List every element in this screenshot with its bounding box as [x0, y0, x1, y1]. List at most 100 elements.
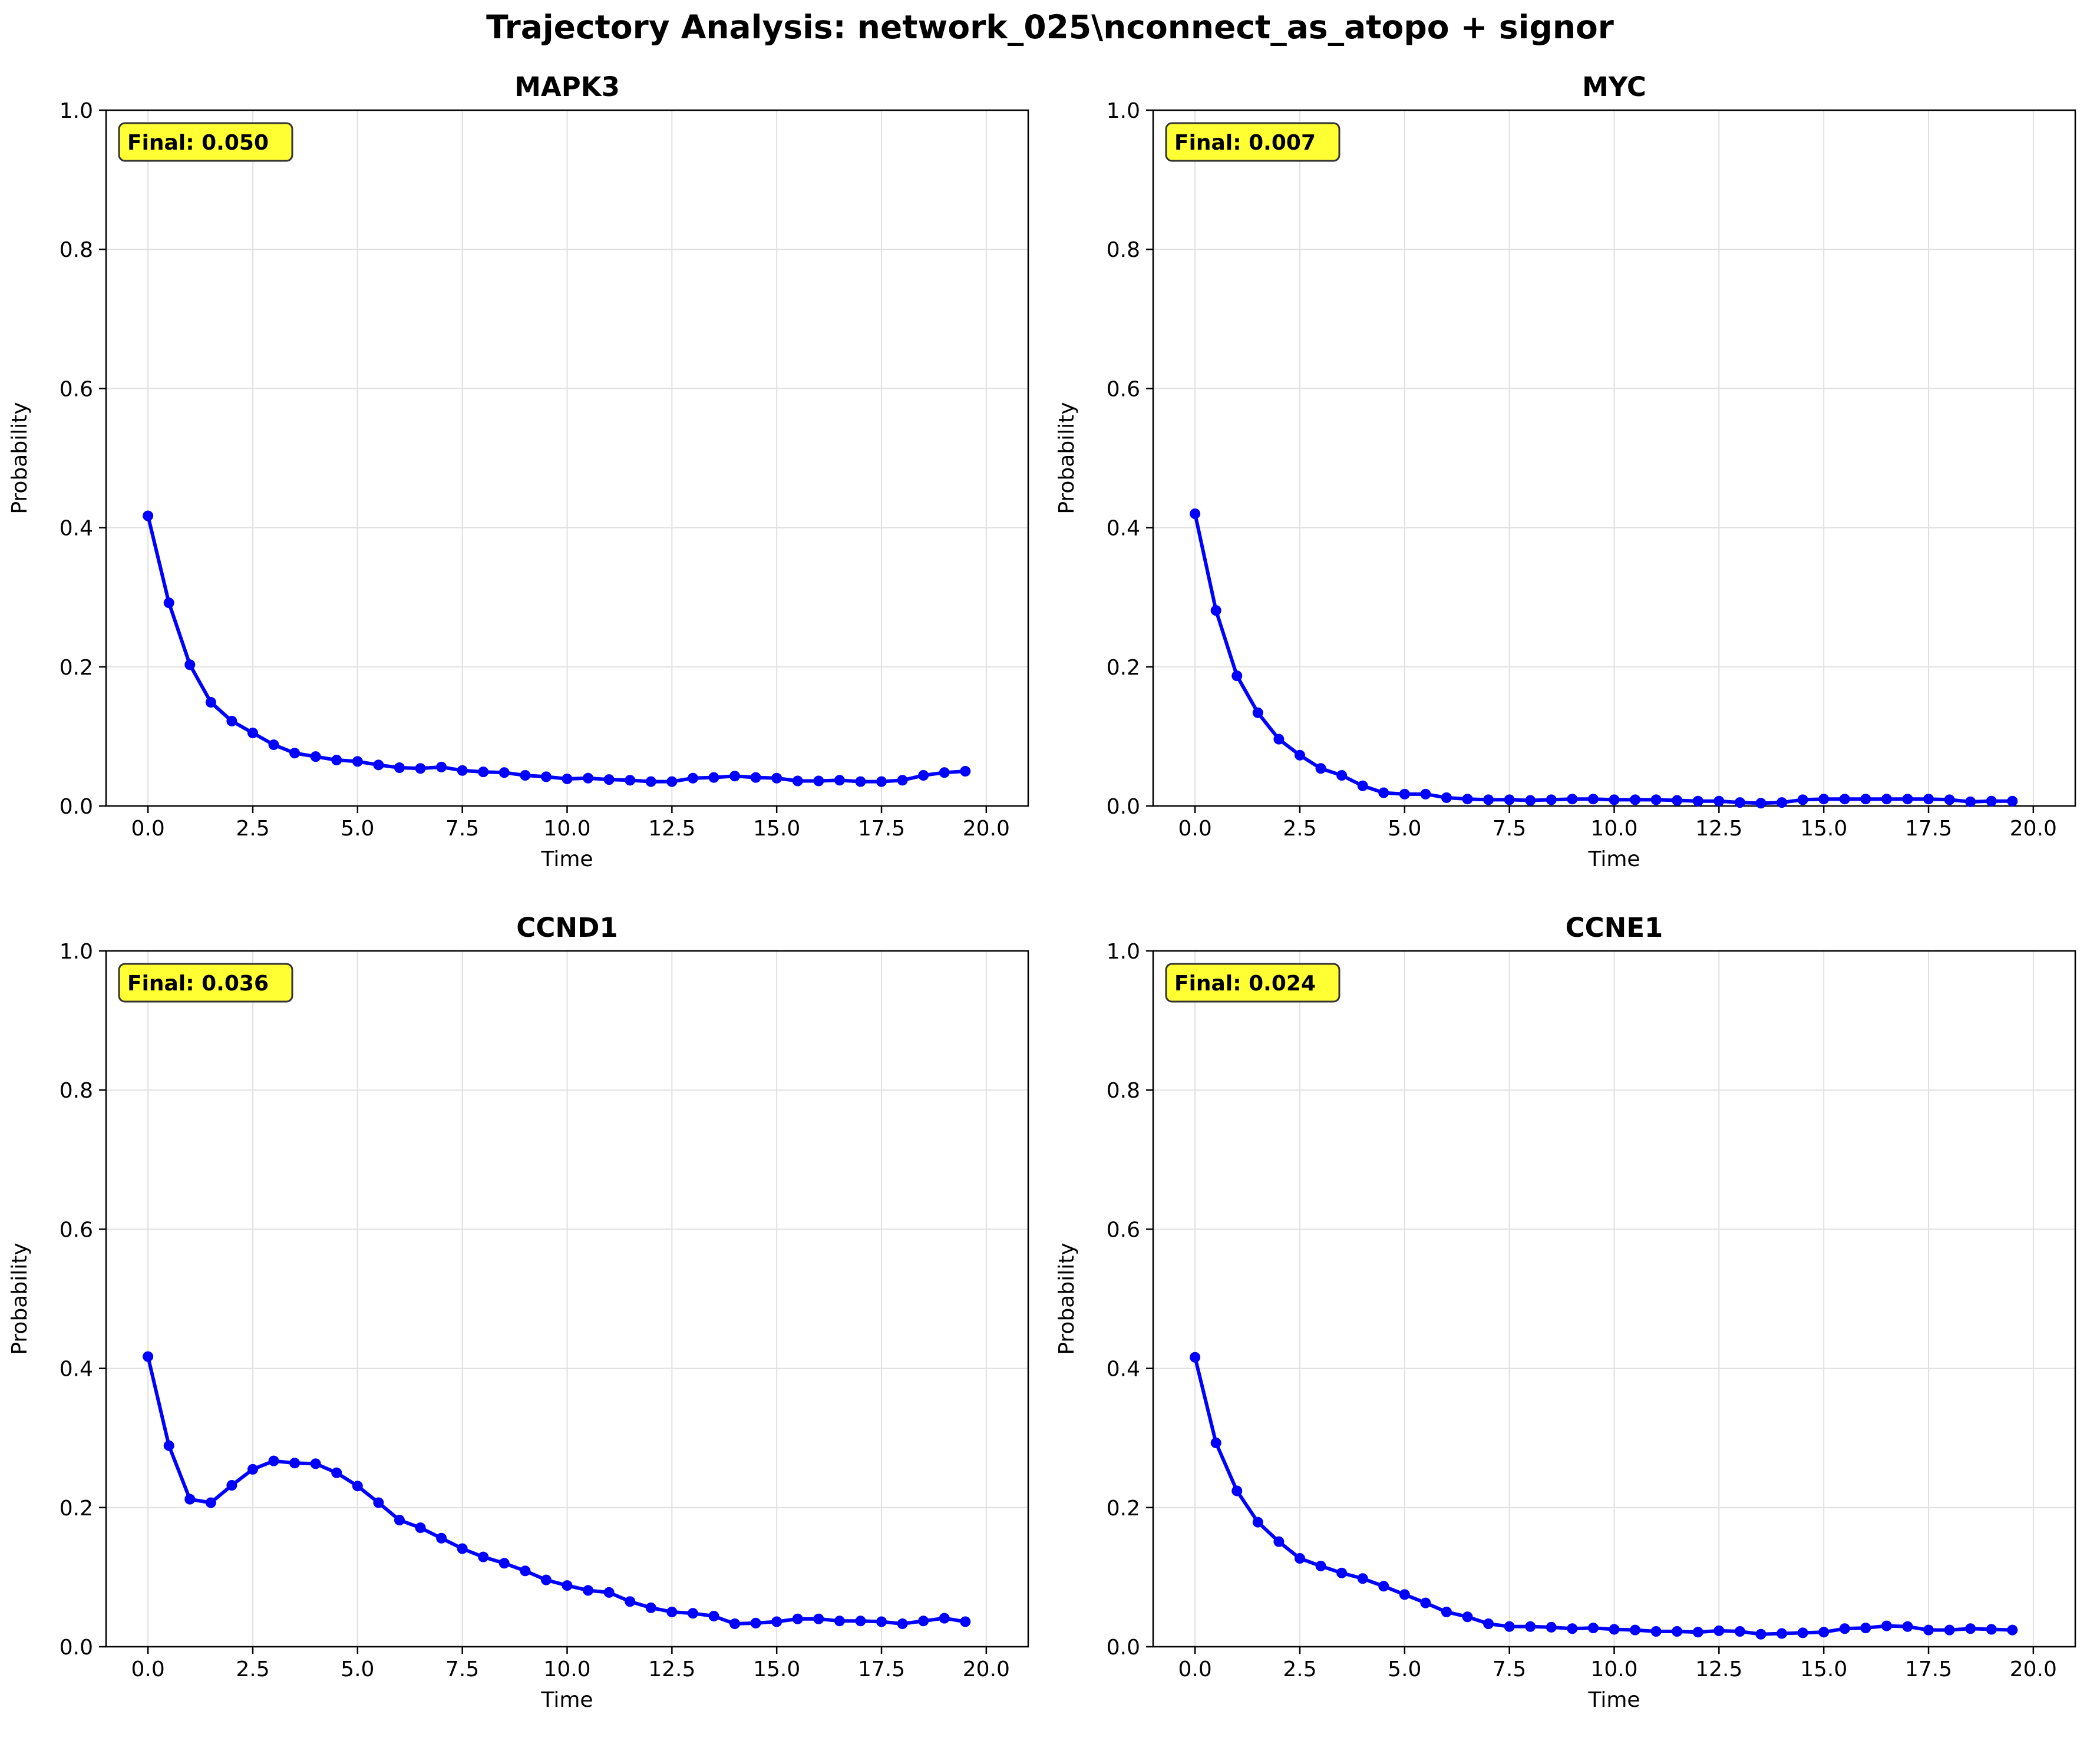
data-point	[143, 510, 154, 521]
data-point	[415, 763, 426, 774]
final-value-badge: Final: 0.036	[118, 963, 293, 1003]
data-point	[394, 762, 405, 774]
chart-panel-ccnd1: 0.0 2.5 5.0 7.5 10.0 12.5 15.0 17.5 20.0 0.0 0.2 0.…	[8, 912, 1029, 1712]
data-point	[268, 739, 279, 751]
data-point	[1777, 797, 1788, 808]
data-point	[918, 1616, 929, 1627]
x-tick-label: 15.0	[753, 817, 800, 841]
y-tick-label: 1.0	[1107, 940, 1140, 964]
data-point	[750, 1617, 761, 1628]
x-tick-label: 10.0	[1590, 817, 1637, 841]
y-axis-label: Probability	[8, 1243, 32, 1355]
data-point	[1483, 1618, 1494, 1630]
data-point	[1273, 734, 1285, 745]
data-point	[1650, 1626, 1662, 1637]
data-point	[163, 1440, 174, 1451]
data-point	[750, 772, 761, 783]
data-point	[687, 772, 698, 784]
data-point	[625, 1596, 636, 1607]
data-point	[1755, 798, 1766, 809]
x-tick-label: 2.5	[236, 1657, 269, 1681]
badge-background	[1165, 963, 1340, 1003]
data-point	[1650, 794, 1662, 805]
chart-panel-mapk3: 0.0 2.5 5.0 7.5 10.0 12.5 15.0 17.5 20.0 0.0 0.2 0.…	[8, 71, 1029, 871]
data-point	[1441, 1606, 1452, 1617]
x-tick-label: 5.0	[1388, 1657, 1421, 1681]
x-tick-label: 20.0	[963, 1657, 1010, 1681]
y-tick-label: 0.8	[60, 1079, 93, 1103]
data-point	[373, 759, 384, 771]
data-point	[1420, 788, 1431, 800]
x-tick-label: 17.5	[1905, 817, 1952, 841]
data-point	[1252, 707, 1263, 718]
y-tick-label: 0.2	[60, 656, 93, 680]
y-tick-label: 0.4	[1107, 1357, 1140, 1382]
x-tick-label: 5.0	[341, 1657, 374, 1681]
x-tick-label: 20.0	[2010, 817, 2057, 841]
figure-title: Trajectory Analysis: network_025\nconnec…	[486, 8, 1614, 46]
y-tick-label: 0.6	[60, 1218, 93, 1242]
data-point	[352, 756, 363, 767]
x-tick-label: 0.0	[131, 817, 165, 841]
x-tick-label: 20.0	[963, 817, 1010, 841]
data-point	[1504, 794, 1515, 805]
series-line	[1193, 511, 2015, 805]
grid-lines	[106, 950, 1028, 1647]
data-point	[1734, 797, 1745, 808]
data-point	[1273, 1536, 1285, 1547]
x-tick-label: 0.0	[131, 1657, 165, 1681]
data-point	[247, 727, 258, 738]
data-point	[918, 770, 929, 781]
data-point	[1965, 1623, 1976, 1634]
data-point	[310, 1458, 321, 1469]
data-point	[855, 776, 866, 787]
y-axis-label: Probability	[1055, 402, 1079, 514]
data-point	[247, 1464, 258, 1475]
x-tick-label: 17.5	[1905, 1657, 1952, 1681]
y-tick-label: 1.0	[60, 940, 93, 964]
x-tick-label: 20.0	[2010, 1657, 2057, 1681]
data-point	[834, 775, 845, 786]
data-point	[2007, 1624, 2018, 1636]
data-point	[1378, 787, 1389, 798]
y-axis-label: Probability	[1055, 1243, 1079, 1355]
data-point	[1777, 1628, 1788, 1639]
badge-background	[1165, 122, 1340, 162]
data-point	[457, 765, 468, 776]
data-point	[1902, 794, 1913, 805]
data-point	[1881, 1620, 1892, 1631]
data-point	[666, 1606, 678, 1617]
series-line	[1193, 1355, 2015, 1636]
final-value-badge: Final: 0.007	[1165, 122, 1340, 162]
x-tick-label: 5.0	[341, 817, 374, 841]
data-point	[1944, 1624, 1955, 1636]
data-point	[1672, 1626, 1683, 1637]
y-tick-label: 1.0	[1107, 99, 1140, 123]
data-point	[1420, 1597, 1431, 1608]
data-point	[625, 775, 636, 786]
data-point	[1923, 1624, 1934, 1636]
x-axis-label: Time	[1587, 847, 1640, 871]
x-tick-label: 17.5	[858, 1657, 905, 1681]
x-tick-label: 15.0	[1800, 1657, 1847, 1681]
grid-lines	[106, 110, 1028, 807]
y-tick-label: 0.4	[60, 1357, 93, 1382]
data-point	[457, 1543, 468, 1554]
series-markers	[1190, 1352, 2018, 1640]
data-point	[1860, 1623, 1871, 1634]
data-point	[520, 1565, 531, 1577]
series-markers	[143, 1351, 971, 1630]
data-point	[1567, 794, 1578, 805]
data-point	[1630, 1624, 1641, 1636]
data-point	[268, 1455, 279, 1466]
data-point	[478, 767, 489, 778]
data-point	[1378, 1581, 1389, 1592]
data-point	[1483, 794, 1494, 805]
data-point	[1902, 1621, 1913, 1632]
data-point	[583, 1585, 594, 1596]
data-point	[1818, 1627, 1830, 1638]
chart-panel-myc: 0.0 2.5 5.0 7.5 10.0 12.5 15.0 17.5 20.0 0.0 0.2 0.…	[1055, 71, 2076, 871]
data-point	[1504, 1621, 1515, 1632]
y-tick-label: 0.4	[1107, 517, 1140, 541]
x-tick-label: 7.5	[445, 1657, 479, 1681]
